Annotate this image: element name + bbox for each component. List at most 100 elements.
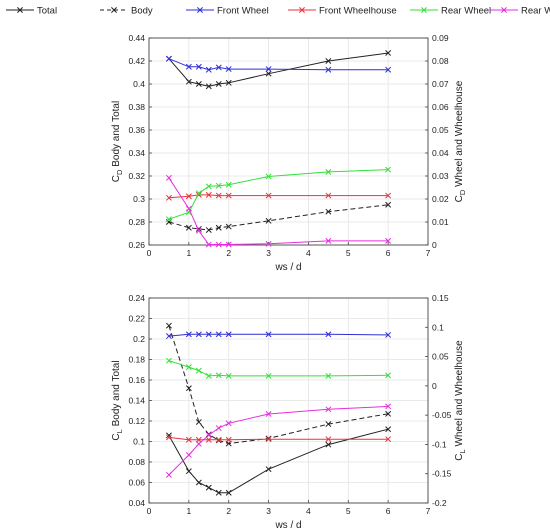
y-right-tick-label: 0.15 (432, 293, 449, 303)
series-front-wheelhouse (165, 434, 392, 443)
y-left-tick-label: 0.34 (128, 148, 145, 158)
series-rear-wheel (165, 357, 392, 379)
data-point (265, 240, 272, 247)
data-point (265, 70, 272, 77)
legend-marker (299, 7, 305, 13)
series-body (165, 322, 392, 447)
data-point (165, 216, 172, 223)
legend-marker (501, 7, 507, 13)
y-left-tick-label: 0.08 (128, 457, 145, 467)
y-left-tick-label: 0.4 (133, 79, 145, 89)
y-left-tick-label: 0.04 (128, 498, 145, 508)
data-point (325, 372, 332, 379)
x-tick-label: 0 (147, 506, 152, 516)
data-point (225, 66, 232, 73)
y-right-axis-label: CD Wheel and Wheelhouse (454, 80, 467, 202)
data-point (185, 452, 192, 458)
data-point (205, 191, 212, 198)
y-right-tick-label: 0.09 (432, 33, 449, 43)
data-point (195, 63, 202, 70)
data-point (185, 331, 192, 338)
series-front-wheel (165, 331, 392, 340)
data-point (165, 357, 172, 364)
x-tick-label: 7 (426, 248, 431, 258)
data-point (165, 194, 172, 201)
legend-entry-total: Total (6, 6, 57, 17)
legend-entry-rear-wheelhouse: Rear Wheelhouse (490, 6, 550, 17)
data-point (215, 489, 222, 496)
x-tick-label: 2 (226, 248, 231, 258)
data-point (385, 201, 392, 208)
data-point (325, 441, 332, 448)
data-point (205, 484, 212, 491)
data-point (325, 331, 332, 338)
x-tick-label: 5 (346, 506, 351, 516)
legend-label: Front Wheel (217, 6, 269, 17)
data-point (225, 420, 232, 427)
series-line (168, 360, 389, 377)
x-tick-label: 0 (147, 248, 152, 258)
data-point (385, 410, 392, 417)
y-right-tick-label: 0 (432, 381, 437, 391)
data-point (265, 372, 272, 379)
data-point (385, 403, 392, 410)
data-point (185, 193, 192, 200)
data-point (225, 331, 232, 338)
y-left-tick-label: 0.36 (128, 125, 145, 135)
y-left-tick-label: 0.22 (128, 314, 145, 324)
data-point (205, 183, 212, 190)
y-right-tick-label: 0.1 (432, 322, 444, 332)
data-point (215, 64, 222, 71)
y-right-tick-label: -0.05 (432, 410, 452, 420)
y-left-tick-label: 0.42 (128, 56, 145, 66)
data-point (225, 181, 232, 188)
data-point (205, 372, 212, 379)
data-point (325, 436, 332, 443)
series-body (165, 201, 392, 234)
series-rear-wheelhouse (165, 403, 392, 478)
legend-entry-front-wheelhouse: Front Wheelhouse (288, 6, 397, 17)
data-point (385, 436, 392, 443)
data-point (265, 217, 272, 224)
x-tick-label: 4 (306, 248, 311, 258)
data-point (195, 367, 202, 374)
lift-coefficient-chart: 0 1 2 3 4 5 6 7 0.04 0.06 0.08 0.1 0.12 0.14 0.16 0.18 0… (111, 293, 467, 530)
data-point (225, 436, 232, 443)
data-point (195, 190, 202, 197)
y-right-tick-label: 0.08 (432, 56, 449, 66)
series-line (168, 194, 389, 199)
y-left-axis-label: CD Body and Total (111, 101, 124, 182)
data-point (205, 83, 212, 90)
y-right-tick-label: -0.15 (432, 469, 452, 479)
data-point (165, 174, 172, 181)
grid (148, 297, 429, 504)
y-left-tick-label: 0.38 (128, 102, 145, 112)
y-left-axis-label: CL Body and Total (111, 360, 124, 440)
data-point (385, 192, 392, 199)
x-tick-label: 7 (426, 506, 431, 516)
data-point (195, 227, 202, 234)
data-point (165, 471, 172, 478)
data-point (195, 331, 202, 338)
legend-marker (421, 7, 427, 13)
data-point (185, 205, 192, 212)
series-line (168, 325, 389, 445)
data-point (215, 241, 222, 248)
x-tick-label: 6 (386, 506, 391, 516)
legend-marker (17, 7, 23, 13)
y-left-tick-label: 0.24 (128, 293, 145, 303)
y-right-tick-label: 0.05 (432, 125, 449, 135)
legend-marker (197, 7, 203, 13)
data-point (215, 192, 222, 199)
series-rear-wheel (165, 166, 392, 223)
data-point (185, 436, 192, 443)
data-point (225, 372, 232, 379)
y-left-tick-label: 0.18 (128, 355, 145, 365)
data-point (165, 333, 172, 340)
data-point (205, 66, 212, 73)
y-left-tick-label: 0.28 (128, 217, 145, 227)
series-line (168, 177, 389, 245)
y-left-tick-label: 0.12 (128, 416, 145, 426)
y-right-tick-label: 0.02 (432, 194, 449, 204)
